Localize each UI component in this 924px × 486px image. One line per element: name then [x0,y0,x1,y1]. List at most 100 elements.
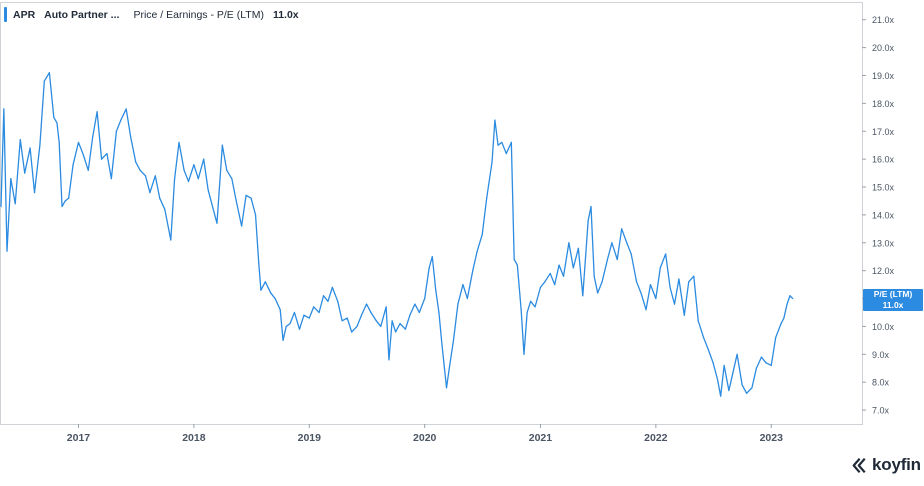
data-point [164,208,166,210]
x-tick-label: 2023 [760,432,784,444]
data-point [260,289,262,291]
data-point [424,297,426,300]
y-tick-label: 21.0x [872,15,895,25]
data-point [501,141,503,143]
data-point [505,152,507,155]
data-point [29,147,31,149]
data-point [380,325,382,328]
data-point [115,130,118,132]
x-tick-label: 2017 [67,432,91,444]
data-point [783,317,785,319]
data-point [170,239,172,241]
last-value-badge: P/E (LTM) 11.0x [863,289,923,311]
data-point [720,395,722,397]
data-point [399,323,401,325]
data-point [786,303,788,305]
data-point [3,108,5,110]
y-tick-label: 10.0x [872,322,895,332]
data-point [43,80,45,82]
data-point [678,278,680,280]
data-point [530,300,532,302]
data-point [110,178,112,180]
brand-logo[interactable]: koyfin [852,455,921,475]
data-point [409,314,411,316]
y-tick-label: 12.0x [872,266,895,276]
data-point [159,197,161,199]
data-point [365,303,368,305]
data-point [303,314,305,316]
y-tick-label: 7.0x [872,406,890,416]
data-point [250,197,252,199]
data-point [19,139,21,141]
data-point [741,384,743,386]
data-point [755,367,757,369]
data-point [568,242,570,244]
data-point [203,158,205,160]
data-point [428,267,430,269]
data-point [497,144,499,146]
data-point [193,164,195,166]
data-point [745,392,748,394]
koyfin-logo-icon [852,457,866,473]
y-tick-label: 15.0x [872,183,895,193]
data-point [120,119,122,121]
data-point [351,331,353,333]
data-point [466,297,468,300]
y-tick-label: 17.0x [872,127,895,137]
data-point [298,328,301,330]
data-point [72,164,74,166]
y-tick-label: 16.0x [872,155,895,165]
data-point [723,364,725,367]
data-point [562,275,565,277]
data-point [683,314,685,316]
data-point [476,250,478,252]
data-point [587,219,589,222]
data-point [645,309,647,311]
data-point [630,253,632,255]
data-point [82,152,84,155]
data-point [0,205,2,208]
legend-last-value: 11.0x [272,8,299,21]
data-point [554,284,556,286]
y-tick-label: 20.0x [872,43,895,53]
x-tick-label: 2022 [644,432,668,444]
chart-legend[interactable]: APR Auto Partner ... Price / Earnings - … [4,5,307,24]
data-point [139,169,141,171]
data-point [736,353,738,355]
y-tick-label: 9.0x [872,350,890,360]
data-point [241,225,243,227]
data-point [601,281,603,283]
data-point [640,292,642,294]
data-point [375,320,377,322]
data-point [96,111,98,113]
data-point [322,295,325,297]
data-point [279,309,281,311]
data-point [130,136,132,138]
data-point [449,364,451,367]
data-point [187,180,190,183]
data-point [702,336,705,339]
data-point [341,320,343,322]
series-line [0,72,794,397]
data-point [14,203,16,205]
data-point [655,297,657,300]
data-point [789,295,791,297]
data-point [431,256,433,258]
data-point [491,161,493,163]
data-point [457,303,459,305]
data-point [144,175,147,177]
data-point [92,136,94,138]
data-point [106,152,108,155]
data-point [274,297,276,300]
data-point [452,339,455,341]
data-point [285,325,287,328]
data-point [231,178,233,180]
data-point [780,323,782,325]
data-point [226,169,228,171]
data-point [56,122,58,124]
data-point [308,317,310,319]
data-point [245,194,247,196]
data-point [388,359,390,361]
data-point [235,200,237,202]
